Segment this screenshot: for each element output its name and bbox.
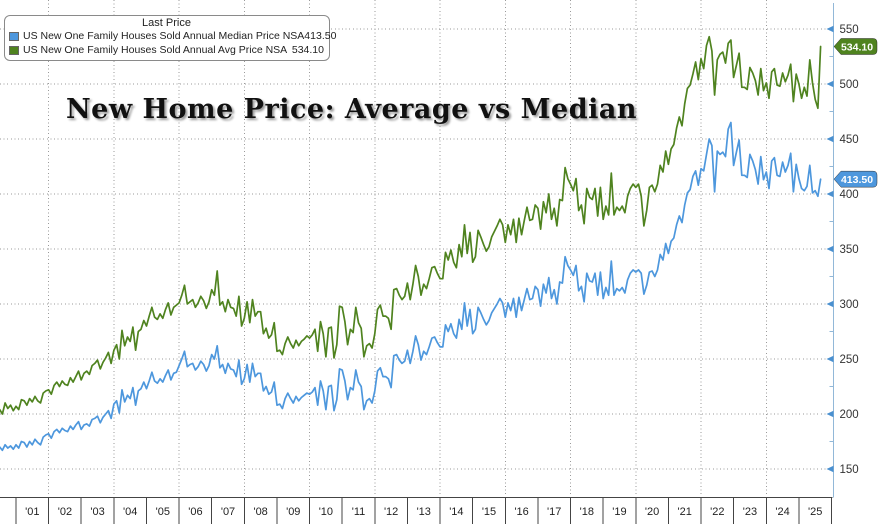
series-lines [0, 35, 822, 452]
avg-line [0, 35, 822, 415]
major-tick-arrow [826, 25, 834, 33]
x-tick-label: '10 [319, 506, 333, 518]
major-tick-arrow [826, 190, 834, 198]
major-tick-arrow [826, 300, 834, 308]
median-series-swatch [9, 32, 19, 42]
x-tick-label: '07 [221, 506, 235, 518]
major-tick-arrow [826, 410, 834, 418]
y-tick-label: 450 [840, 134, 859, 146]
x-tick-label: '08 [253, 506, 267, 518]
x-tick-label: '25 [808, 506, 822, 518]
y-tick-label: 350 [840, 244, 859, 256]
major-tick-arrow [826, 245, 834, 253]
y-tick-label: 200 [840, 409, 859, 421]
legend-value-avg: 534.10 [291, 43, 324, 56]
legend-label-avg: US New One Family Houses Sold Annual Avg… [23, 43, 288, 56]
x-tick-label: '06 [188, 506, 202, 518]
x-tick-label: '19 [612, 506, 626, 518]
x-tick-label: '09 [286, 506, 300, 518]
x-tick-label: '18 [580, 506, 594, 518]
badge-value: 534.10 [841, 41, 873, 53]
y-tick-label: 150 [840, 464, 859, 476]
last-price-badges: 534.10 413.50 [833, 38, 878, 188]
legend-item-avg: US New One Family Houses Sold Annual Avg… [9, 44, 324, 58]
legend: Last Price US New One Family Houses Sold… [4, 15, 336, 61]
x-tick-label: '14 [449, 506, 463, 518]
chart-title: New Home Price: Average vs Median [66, 94, 637, 125]
bottom-time-axis: '01 '02 '03 '04 '05 '06 '07 '08 '09 '10 '11 '12 '13 '… [0, 497, 833, 524]
y-tick-label: 500 [840, 79, 859, 91]
x-tick-label: '04 [123, 506, 137, 518]
y-tick-label: 300 [840, 299, 859, 311]
major-tick-arrow [826, 135, 834, 143]
last-price-badge-median: 413.50 [833, 170, 878, 188]
major-tick-arrow [826, 465, 834, 473]
major-tick-arrow [826, 80, 834, 88]
x-tick-label: '05 [156, 506, 170, 518]
x-tick-label: '20 [645, 506, 659, 518]
x-tick-label: '17 [547, 506, 561, 518]
x-tick-label: '21 [678, 506, 692, 518]
legend-label-median: US New One Family Houses Sold Annual Med… [23, 30, 305, 42]
legend-value-median: 413.50 [304, 30, 337, 42]
x-tick-label: '16 [514, 506, 528, 518]
x-tick-label: '03 [90, 506, 104, 518]
right-price-axis: 150 200 250 300 350 400 450 500 550 [826, 3, 859, 498]
x-tick-label: '02 [58, 506, 72, 518]
x-tick-label: '11 [352, 506, 366, 518]
last-price-badge-avg: 534.10 [833, 38, 878, 55]
legend-title: Last Price [142, 17, 191, 29]
major-tick-arrow [826, 355, 834, 363]
y-tick-label: 250 [840, 354, 859, 366]
badge-value: 413.50 [841, 174, 873, 186]
y-tick-label: 400 [840, 189, 859, 201]
legend-item-median: US New One Family Houses Sold Annual Med… [9, 30, 336, 44]
gridlines [0, 0, 832, 498]
x-tick-label: '15 [482, 506, 496, 518]
x-tick-label: '22 [710, 506, 724, 518]
x-tick-label: '12 [384, 506, 398, 518]
y-tick-label: 550 [840, 24, 859, 36]
median-line [0, 121, 822, 452]
x-tick-label: '24 [775, 506, 789, 518]
x-tick-label: '13 [417, 506, 431, 518]
x-tick-label: '23 [743, 506, 757, 518]
x-tick-label: '01 [25, 506, 39, 518]
avg-series-swatch [9, 45, 19, 55]
